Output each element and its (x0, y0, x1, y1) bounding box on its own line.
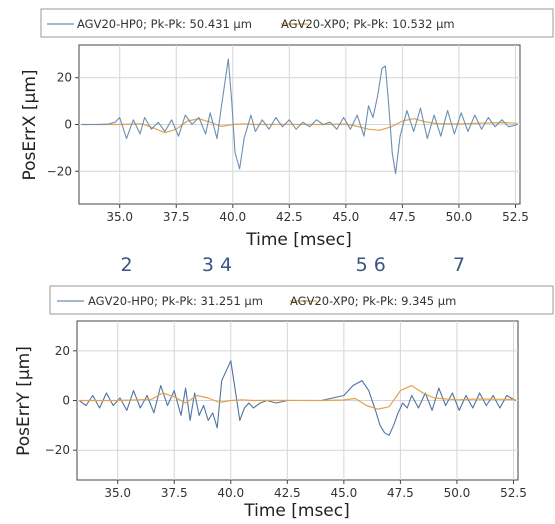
y-tick-label: −20 (45, 443, 70, 457)
y-tick-label: −20 (47, 164, 72, 178)
x-tick-label: 52.5 (500, 486, 527, 500)
x-tick-label: 40.0 (217, 486, 244, 500)
x-tick-label: 50.0 (446, 210, 473, 224)
y-axis-label: PosErrX [μm] (20, 69, 40, 180)
legend-bottom: AGV20-HP0; Pk-Pk: 31.251 μm AGV20-XP0; P… (49, 285, 554, 315)
annotation-label: 4 (220, 254, 232, 276)
annotation-label: 5 (356, 254, 368, 276)
annotation-label: 2 (120, 254, 132, 276)
annotation-label: 7 (453, 254, 465, 276)
x-tick-label: 40.0 (219, 210, 246, 224)
legend-label-xp0: AGV20-XP0; Pk-Pk: 10.532 μm (281, 17, 455, 31)
series-line-agv20-xp0 (79, 385, 516, 410)
series-line-agv20-hp0 (78, 360, 516, 436)
x-tick-label: 37.5 (161, 486, 188, 500)
annotation-label: 6 (374, 254, 386, 276)
x-tick-label: 47.5 (387, 486, 414, 500)
legend-label-xp0: AGV20-XP0; Pk-Pk: 9.345 μm (290, 294, 456, 308)
x-tick-label: 52.5 (502, 210, 529, 224)
x-tick-label: 50.0 (444, 486, 471, 500)
x-tick-label: 35.0 (104, 486, 131, 500)
y-tick-label: 0 (64, 118, 72, 132)
series-line-agv20-hp0 (81, 58, 518, 175)
y-tick-label: 20 (55, 344, 70, 358)
y-tick-label: 20 (57, 71, 72, 85)
x-tick-label: 37.5 (163, 210, 190, 224)
legend-label-hp0: AGV20-HP0; Pk-Pk: 50.431 μm (77, 17, 252, 31)
x-tick-label: 42.5 (274, 486, 301, 500)
y-axis-label: PosErrY [μm] (14, 346, 34, 456)
x-axis-label: Time [msec] (243, 501, 350, 521)
x-tick-label: 45.0 (331, 486, 358, 500)
x-tick-label: 42.5 (276, 210, 303, 224)
x-axis-label: Time [msec] (245, 230, 352, 250)
x-tick-label: 47.5 (389, 210, 416, 224)
x-tick-label: 45.0 (333, 210, 360, 224)
legend-label-hp0: AGV20-HP0; Pk-Pk: 31.251 μm (88, 294, 263, 308)
legend-top: AGV20-HP0; Pk-Pk: 50.431 μm AGV20-XP0; P… (40, 8, 554, 38)
y-tick-label: 0 (62, 394, 70, 408)
x-tick-label: 35.0 (106, 210, 133, 224)
annotation-label: 3 (202, 254, 214, 276)
